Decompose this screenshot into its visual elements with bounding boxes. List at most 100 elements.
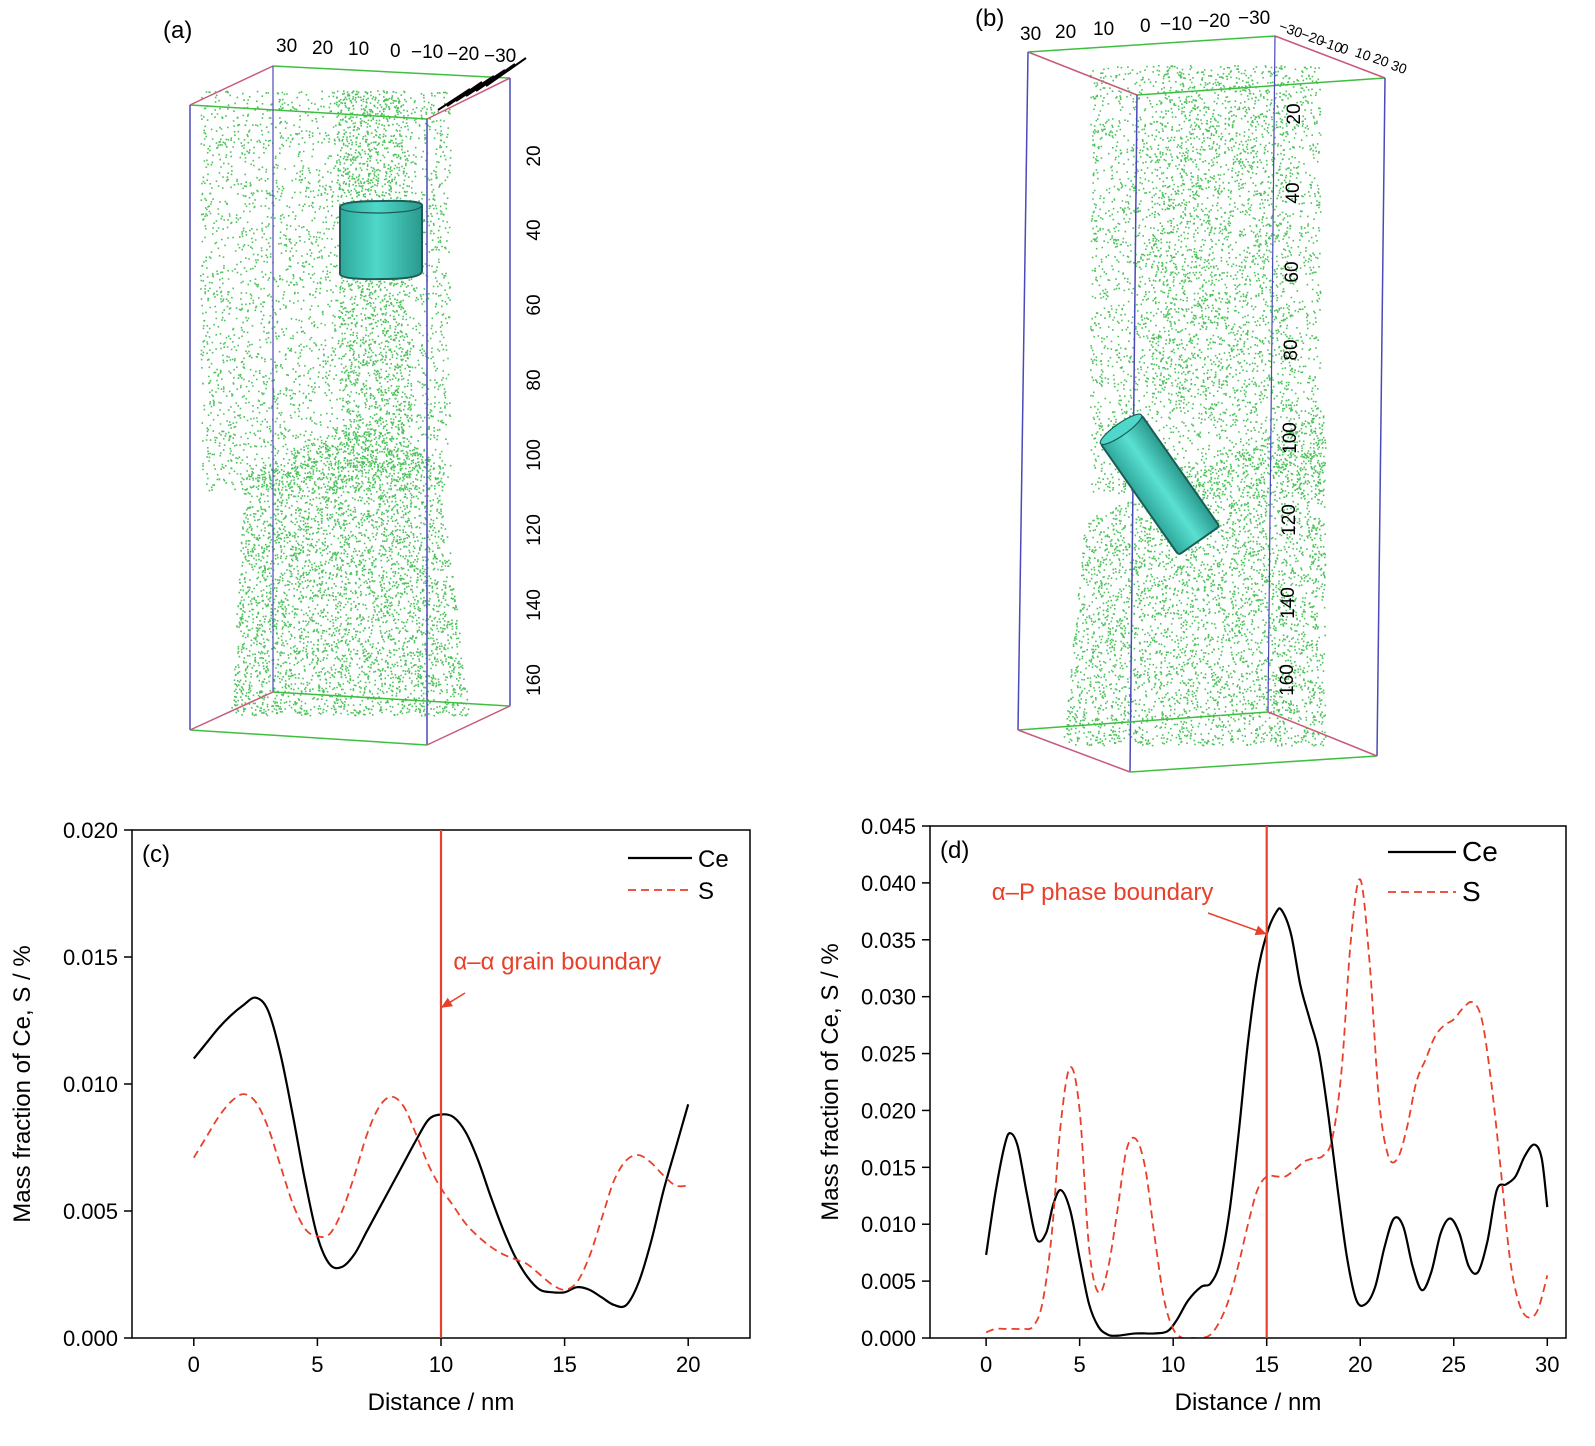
depth-tick-label: 80: [524, 369, 545, 390]
atom-points: [1151, 65, 1292, 416]
top-tick-label: −20: [1198, 11, 1230, 32]
y-tick-label: 0.030: [861, 985, 916, 1010]
y-tick-label: 0.025: [861, 1042, 916, 1067]
box-edge: [272, 65, 511, 79]
y-tick-label: 0.045: [861, 814, 916, 839]
x-tick-label: 0: [980, 1352, 992, 1377]
x-tick-label: 10: [429, 1352, 453, 1377]
depth-tick-label: 20: [524, 145, 545, 166]
box-edge: [189, 65, 274, 106]
box-edge: [1129, 755, 1378, 773]
top-tick-label: −10: [411, 42, 443, 63]
legend-label-s: S: [1462, 876, 1481, 907]
atom-points: [231, 422, 470, 717]
boundary-annotation: α–P phase boundary: [992, 879, 1214, 906]
box-edge: [426, 77, 511, 120]
annotation-arrowhead: [1254, 925, 1267, 936]
box-edge: [189, 104, 428, 120]
x-tick-label: 20: [1348, 1352, 1372, 1377]
y-tick-label: 0.040: [861, 871, 916, 896]
top-tick-label: −20: [447, 44, 479, 65]
y-tick-label: 0.000: [63, 1326, 118, 1351]
box-edge: [426, 705, 511, 746]
x-tick-label: 10: [1161, 1352, 1185, 1377]
boundary-annotation: α–α grain boundary: [453, 949, 661, 976]
depth-tick-label: 100: [524, 439, 545, 471]
series-line-ce: [985, 907, 1549, 1337]
roi-cylinder-a: [339, 199, 423, 281]
box-edge: [1017, 729, 1131, 773]
top-tick-label: 10: [1093, 19, 1114, 40]
legend-label-ce: Ce: [1462, 836, 1498, 867]
y-tick-label: 0.000: [861, 1326, 916, 1351]
y-tick-label: 0.010: [63, 1072, 118, 1097]
box-edge: [1136, 77, 1386, 96]
side-tick-label: 20: [1371, 50, 1391, 70]
depth-tick-label: 60: [524, 294, 545, 315]
box-edge: [1274, 35, 1386, 79]
x-tick-label: 15: [1254, 1352, 1278, 1377]
y-tick-label: 0.005: [63, 1199, 118, 1224]
x-axis-title: Distance / nm: [1175, 1389, 1322, 1416]
x-axis-title: Distance / nm: [368, 1389, 515, 1416]
panel-label-b: (b): [975, 5, 1004, 32]
y-tick-label: 0.035: [861, 928, 916, 953]
depth-tick-label: 40: [524, 219, 545, 240]
y-tick-label: 0.015: [861, 1155, 916, 1180]
chart-d: 0 5 10 15 20 25 30 0.000 0.005 0.010 0.015 0.020 0.0…: [817, 814, 1567, 1416]
roi-cylinder-b: [1099, 413, 1220, 555]
legend-label-s: S: [698, 878, 714, 905]
depth-tick-label: 80: [1281, 339, 1302, 360]
y-tick-label: 0.005: [861, 1269, 916, 1294]
depth-tick-label: 120: [524, 514, 545, 546]
atom-map-panel-b: (b) 30 20 10 0 −10 −20 −30 −30 −20 −10 0…: [975, 5, 1409, 773]
top-tick-label: 30: [1020, 24, 1041, 45]
atom-points: [336, 90, 414, 472]
box-edge: [1027, 35, 1276, 53]
top-tick-label: 0: [1140, 16, 1151, 37]
x-tick-label: 5: [1074, 1352, 1086, 1377]
top-tick-label: −30: [484, 46, 516, 67]
side-tick-label: −30: [1277, 18, 1305, 41]
x-tick-label: 0: [188, 1352, 200, 1377]
depth-tick-label: 160: [1277, 664, 1298, 696]
x-tick-label: 30: [1535, 1352, 1559, 1377]
top-tick-label: −10: [1160, 14, 1192, 35]
side-tick-label: −20: [1299, 26, 1327, 49]
annotation-arrowhead: [441, 997, 453, 1008]
point-cloud-b: [1063, 65, 1327, 747]
depth-tick-label: 140: [1278, 587, 1299, 619]
depth-tick-label: 20: [1284, 103, 1305, 124]
top-tick-label: 0: [390, 41, 401, 62]
box-edge: [1027, 51, 1138, 96]
panel-label: (d): [940, 837, 969, 864]
top-tick-label: −30: [1238, 8, 1270, 29]
y-axis-title: Mass fraction of Ce, S / %: [817, 943, 844, 1220]
top-tick-label: 20: [312, 38, 333, 59]
x-tick-label: 20: [676, 1352, 700, 1377]
panel-label-a: (a): [163, 17, 192, 44]
depth-tick-label: 160: [524, 664, 545, 696]
depth-tick-label: 100: [1280, 422, 1301, 454]
panel-label: (c): [142, 841, 170, 868]
plot-frame: [929, 825, 1567, 1339]
box-edge: [189, 729, 428, 746]
y-tick-label: 0.020: [63, 818, 118, 843]
box-edge: [272, 691, 511, 707]
y-tick-label: 0.010: [861, 1212, 916, 1237]
y-tick-label: 0.020: [861, 1098, 916, 1123]
legend: Ce S: [628, 846, 729, 905]
depth-tick-label: 60: [1282, 261, 1303, 282]
point-cloud-a: [200, 90, 470, 717]
y-tick-label: 0.015: [63, 945, 118, 970]
atom-points: [200, 90, 452, 492]
depth-tick-label: 140: [524, 589, 545, 621]
depth-tick-label: 120: [1279, 504, 1300, 536]
x-tick-label: 15: [552, 1352, 576, 1377]
atom-map-panel-a: (a) 30 20 10 0 −10 −20 −30 20: [163, 17, 545, 746]
depth-tick-label: 40: [1283, 182, 1304, 203]
atom-points: [1063, 415, 1327, 747]
series-line-s: [985, 878, 1549, 1338]
axis-hatch: [437, 57, 527, 111]
